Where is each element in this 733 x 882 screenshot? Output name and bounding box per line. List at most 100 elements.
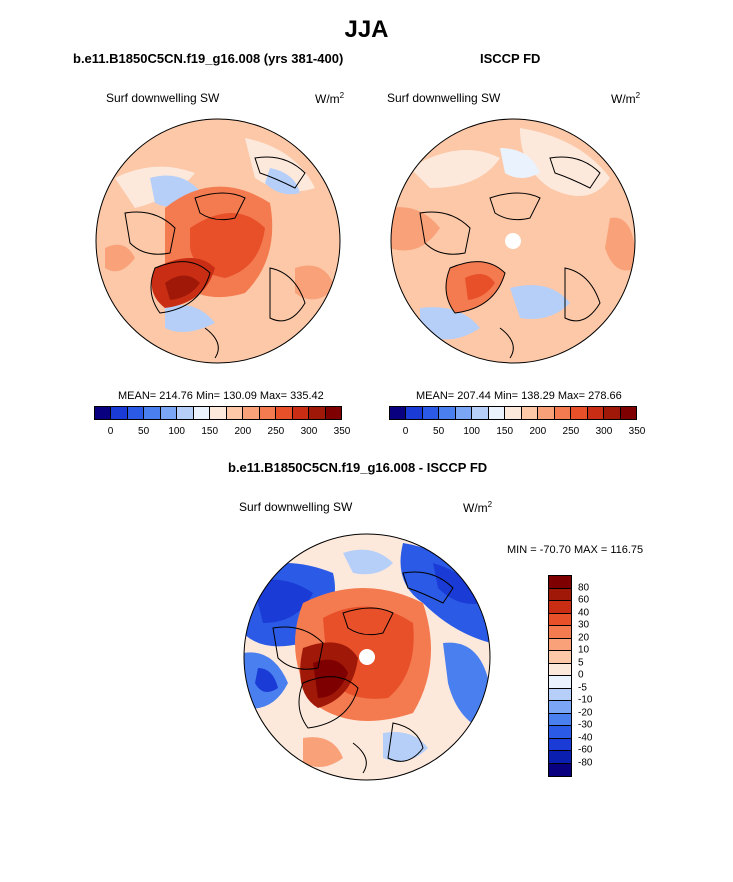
- colorbar-isccp-tick-label: 300: [595, 426, 613, 437]
- colorbar-model-tick-label: 150: [201, 426, 219, 437]
- colorbar-model-tick-label: 0: [107, 426, 114, 437]
- colorbar-model-swatch: [127, 407, 145, 419]
- colorbar-isccp-swatch: [521, 407, 539, 419]
- colorbar-difference-swatch: [549, 726, 571, 739]
- panel2-units-exp: 2: [635, 91, 641, 100]
- colorbar-difference-swatch: [549, 588, 571, 601]
- colorbar-model-swatch: [193, 407, 211, 419]
- colorbar-isccp-swatch: [472, 407, 489, 419]
- colorbar-model: [94, 406, 342, 420]
- colorbar-model-swatch: [259, 407, 277, 419]
- colorbar-model-tick-label: 250: [267, 426, 285, 437]
- colorbar-difference-tick-label: 60: [578, 594, 590, 606]
- colorbar-difference-swatch: [549, 688, 571, 701]
- panel3-units-exp: 2: [487, 500, 493, 509]
- colorbar-difference-tick-label: -10: [578, 694, 593, 706]
- panel2-stats: MEAN= 207.44 Min= 138.29 Max= 278.66: [416, 390, 622, 402]
- colorbar-difference-swatch: [549, 651, 571, 664]
- colorbar-difference-swatch: [549, 738, 571, 751]
- map-isccp-polar: [390, 118, 636, 364]
- colorbar-isccp-tick-label: 0: [402, 426, 409, 437]
- colorbar-model-tick-label: 200: [234, 426, 252, 437]
- colorbar-difference-swatch: [549, 638, 571, 651]
- colorbar-difference-swatch: [549, 576, 571, 589]
- map-model-polar: [95, 118, 341, 364]
- colorbar-isccp-swatch: [406, 407, 423, 419]
- figure-title: JJA: [344, 16, 389, 43]
- panel2-units-base: W/m: [611, 92, 636, 106]
- panel3-units: W/m2: [463, 500, 492, 515]
- colorbar-model-tick-label: 300: [300, 426, 318, 437]
- colorbar-difference-tick-label: 10: [578, 644, 590, 656]
- colorbar-isccp-swatch: [488, 407, 506, 419]
- colorbar-difference-swatch: [549, 613, 571, 626]
- colorbar-model-swatch: [276, 407, 293, 419]
- panel1-variable-label: Surf downwelling SW: [106, 91, 220, 105]
- colorbar-difference-tick-label: 40: [578, 607, 590, 618]
- colorbar-difference-tick-label: -5: [578, 682, 587, 693]
- panel1-units: W/m2: [315, 91, 344, 106]
- colorbar-difference-swatch: [549, 601, 571, 614]
- colorbar-difference-swatch: [549, 701, 571, 714]
- colorbar-model-swatch: [160, 407, 178, 419]
- colorbar-difference-tick-label: 5: [578, 657, 584, 668]
- colorbar-model-swatch: [95, 407, 112, 419]
- colorbar-model-tick-label: 100: [168, 426, 185, 437]
- colorbar-isccp-swatch: [538, 407, 555, 419]
- colorbar-difference-swatch: [549, 713, 571, 726]
- colorbar-difference: [548, 575, 572, 777]
- colorbar-model-swatch: [243, 407, 260, 419]
- colorbar-difference-tick-label: 30: [578, 619, 590, 631]
- colorbar-model-ticks: 0 50 100 150 200 250 300 350: [94, 426, 351, 440]
- colorbar-difference-swatch: [549, 763, 571, 776]
- colorbar-isccp-tick-label: 100: [463, 426, 480, 437]
- panel3-variable-label: Surf downwelling SW: [239, 500, 353, 514]
- colorbar-isccp-swatch: [505, 407, 522, 419]
- colorbar-difference-tick-label: -60: [578, 744, 593, 756]
- colorbar-difference-tick-label: -20: [578, 707, 593, 718]
- colorbar-model-swatch: [210, 407, 227, 419]
- colorbar-isccp-swatch: [554, 407, 572, 419]
- panel2-units: W/m2: [611, 91, 640, 106]
- colorbar-isccp-swatch: [390, 407, 407, 419]
- panel3-units-base: W/m: [463, 501, 488, 515]
- colorbar-model-swatch: [177, 407, 194, 419]
- panel3-stats: MIN = -70.70 MAX = 116.75: [507, 544, 644, 556]
- colorbar-difference-swatch: [549, 751, 571, 764]
- colorbar-isccp-swatch: [587, 407, 605, 419]
- colorbar-model-swatch: [325, 407, 342, 419]
- panel2-title: ISCCP FD: [480, 51, 541, 66]
- colorbar-difference-tick-label: -30: [578, 719, 593, 731]
- panel1-units-base: W/m: [315, 92, 340, 106]
- colorbar-difference-tick-label: -40: [578, 732, 593, 743]
- panel1-units-exp: 2: [339, 91, 345, 100]
- colorbar-isccp: [389, 406, 637, 420]
- colorbar-difference-swatch: [549, 676, 571, 689]
- colorbar-isccp-tick-label: 50: [433, 426, 445, 437]
- colorbar-isccp-swatch: [439, 407, 456, 419]
- colorbar-difference-swatch: [549, 626, 571, 639]
- panel3-title: b.e11.B1850C5CN.f19_g16.008 - ISCCP FD: [228, 460, 488, 475]
- colorbar-isccp-swatch: [620, 407, 637, 419]
- colorbar-difference-swatch: [549, 663, 571, 676]
- colorbar-isccp-tick-label: 150: [496, 426, 514, 437]
- colorbar-model-swatch: [292, 407, 310, 419]
- colorbar-isccp-tick-label: 350: [628, 426, 646, 437]
- colorbar-model-swatch: [226, 407, 244, 419]
- colorbar-isccp-swatch: [571, 407, 588, 419]
- panel1-stats: MEAN= 214.76 Min= 130.09 Max= 335.42: [118, 390, 324, 402]
- colorbar-difference-tick-label: 0: [578, 669, 584, 681]
- colorbar-isccp-swatch: [604, 407, 621, 419]
- colorbar-isccp-swatch: [422, 407, 440, 419]
- colorbar-difference-tick-label: 20: [578, 632, 590, 643]
- panel1-title: b.e11.B1850C5CN.f19_g16.008 (yrs 381-400…: [73, 51, 344, 66]
- colorbar-model-tick-label: 50: [138, 426, 150, 437]
- colorbar-difference-tick-label: -80: [578, 757, 593, 768]
- colorbar-model-swatch: [144, 407, 161, 419]
- colorbar-difference-tick-label: 80: [578, 582, 590, 593]
- colorbar-model-tick-label: 350: [333, 426, 351, 437]
- colorbar-isccp-tick-label: 200: [529, 426, 547, 437]
- colorbar-isccp-swatch: [455, 407, 473, 419]
- colorbar-model-swatch: [309, 407, 326, 419]
- colorbar-model-swatch: [111, 407, 128, 419]
